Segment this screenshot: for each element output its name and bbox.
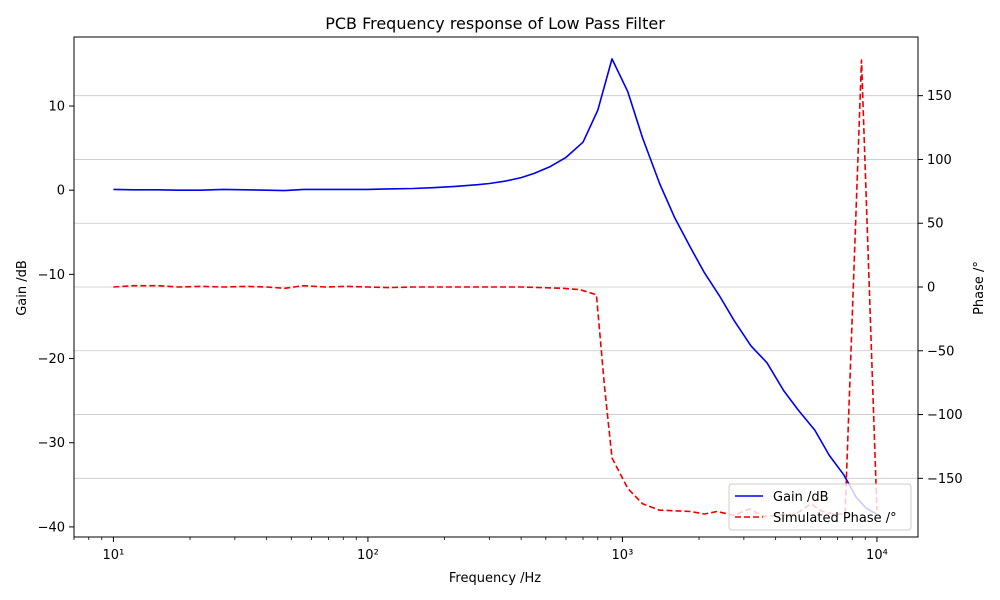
y2-tick-label: −100 xyxy=(927,408,963,423)
x-tick-label: 10⁴ xyxy=(866,548,888,563)
y-axis-right: 150 100 50 0 −50 −100 −150 xyxy=(918,89,963,487)
y-axis-left: 10 0 −10 −20 −30 −40 xyxy=(38,100,74,535)
legend-gain-label: Gain /dB xyxy=(773,490,829,505)
x-tick-label: 10³ xyxy=(612,548,634,563)
gain-series xyxy=(113,58,878,515)
legend: Gain /dB Simulated Phase /° xyxy=(728,483,912,531)
x-axis: 10¹ 10² 10³ 10⁴ xyxy=(73,537,888,563)
y2-tick-label: −50 xyxy=(927,344,954,359)
phase-series xyxy=(113,59,878,518)
x-tick-label: 10² xyxy=(357,548,379,563)
y-tick-label: −10 xyxy=(38,268,65,283)
y-axis-title: Gain /dB xyxy=(15,260,30,316)
legend-phase-label: Simulated Phase /° xyxy=(773,511,897,526)
gain-line xyxy=(113,58,878,515)
y2-tick-label: 0 xyxy=(927,281,935,296)
y2-tick-label: 150 xyxy=(927,89,952,104)
y2-tick-label: 50 xyxy=(927,217,944,232)
y2-tick-label: 100 xyxy=(927,153,952,168)
y2-axis-title: Phase /° xyxy=(972,261,987,315)
y-tick-label: −30 xyxy=(38,436,65,451)
y-tick-label: −40 xyxy=(38,520,65,535)
legend-box xyxy=(728,483,912,531)
x-tick-label: 10¹ xyxy=(103,548,125,563)
x-axis-title: Frequency /Hz xyxy=(449,571,541,586)
phase-line xyxy=(113,59,878,518)
y-tick-label: 10 xyxy=(48,100,65,115)
y-tick-label: 0 xyxy=(57,184,65,199)
y-tick-label: −20 xyxy=(38,352,65,367)
chart-title: PCB Frequency response of Low Pass Filte… xyxy=(325,14,665,33)
y2-tick-label: −150 xyxy=(927,472,963,487)
